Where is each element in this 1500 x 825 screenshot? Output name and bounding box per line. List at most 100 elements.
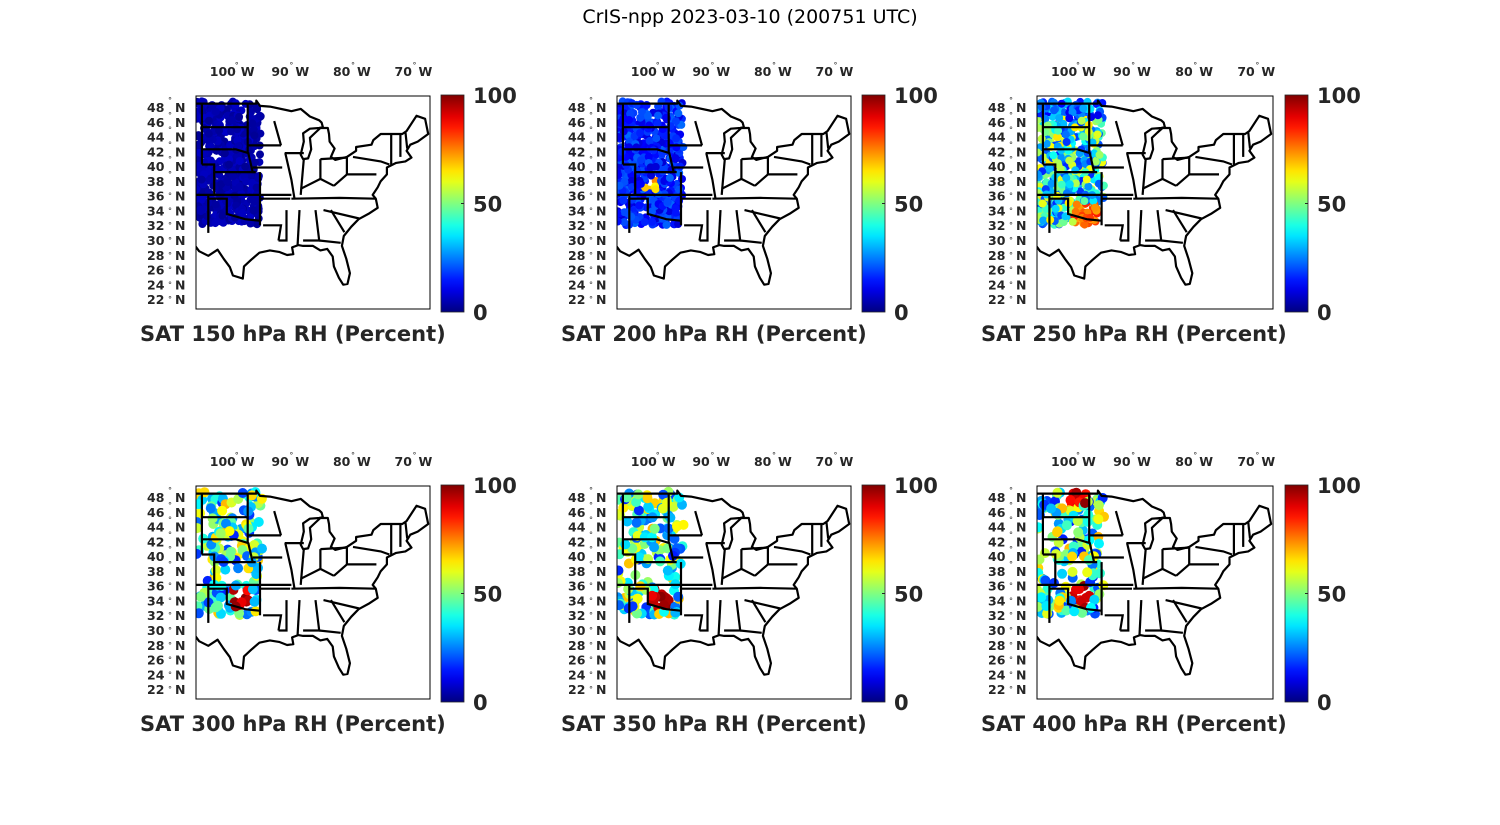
- lat-suffix: N: [596, 520, 606, 535]
- rh-data-point: [197, 175, 206, 184]
- rh-data-point: [1059, 119, 1068, 128]
- lat-suffix: N: [175, 638, 185, 653]
- colorbar-tick-label: 100: [473, 474, 517, 498]
- degree-symbol: °: [1009, 96, 1013, 105]
- rh-data-point: [250, 159, 259, 167]
- rh-data-point: [215, 592, 226, 603]
- state-line: [825, 131, 830, 149]
- rh-data-point: [1068, 108, 1077, 117]
- map-panel-400: 100° W 90 ° W 80 ° W 70 ° W48 ° N46 ° N44 ° N42 ° N40 ° N38 °…: [981, 451, 1361, 736]
- state-boundaries: [196, 99, 430, 286]
- state-line: [744, 209, 781, 220]
- degree-symbol: °: [1009, 596, 1013, 605]
- rh-data-point: [1080, 197, 1089, 205]
- rh-data-point: [644, 152, 653, 161]
- state-line: [1120, 210, 1130, 242]
- lat-tick-label: 46: [988, 115, 1006, 130]
- colorbar-tick-label: 100: [1317, 84, 1361, 108]
- colorbar-tick-label: 100: [1317, 474, 1361, 498]
- lat-suffix: N: [1016, 623, 1026, 638]
- rh-data-point: [643, 501, 654, 512]
- lat-suffix: N: [1016, 490, 1026, 505]
- rh-data-point: [636, 129, 645, 137]
- lat-tick-label: 40: [988, 549, 1006, 564]
- degree-symbol: °: [1009, 516, 1013, 525]
- degree-symbol: °: [168, 545, 172, 554]
- rh-data-point: [1091, 203, 1099, 212]
- state-line: [744, 599, 781, 610]
- rh-data-point: [662, 565, 673, 576]
- rh-data-point: [649, 542, 660, 553]
- rh-data-point: [1045, 164, 1054, 173]
- lat-suffix: N: [175, 277, 185, 292]
- colorbar: [861, 94, 886, 313]
- rh-data-point: [215, 126, 224, 135]
- state-line: [284, 152, 296, 199]
- state-line: [278, 210, 288, 242]
- degree-symbol: °: [168, 670, 172, 679]
- rh-data-point: [620, 539, 631, 550]
- lat-suffix: N: [1016, 159, 1026, 174]
- rh-data-point: [651, 162, 660, 171]
- lon-tick-label: 80: [1175, 454, 1193, 469]
- rh-data-point: [208, 159, 217, 168]
- state-line: [208, 587, 261, 612]
- degree-symbol: °: [235, 451, 239, 460]
- degree-symbol: °: [168, 656, 172, 665]
- rh-data-point: [631, 517, 642, 528]
- lat-tick-label: 36: [568, 579, 586, 594]
- lat-suffix: N: [1016, 667, 1026, 682]
- degree-symbol: °: [589, 530, 593, 539]
- degree-symbol: °: [589, 611, 593, 620]
- state-line: [1142, 567, 1177, 580]
- degree-symbol: °: [589, 155, 593, 164]
- lat-tick-label: 32: [988, 218, 1005, 233]
- state-line: [273, 120, 283, 146]
- lat-suffix: N: [1016, 144, 1026, 159]
- map-panel-250: 100° W 90 ° W 80 ° W 70 ° W48 ° N46 ° N44 ° N42 ° N40 ° N38 °…: [981, 61, 1361, 346]
- state-boundaries: [1037, 99, 1273, 286]
- panel-title: SAT 250 hPa RH (Percent): [981, 322, 1287, 346]
- state-line: [724, 209, 742, 242]
- lat-suffix: N: [175, 159, 185, 174]
- rh-data-points: [617, 486, 689, 620]
- degree-symbol: °: [1009, 486, 1013, 495]
- state-line: [323, 599, 360, 610]
- degree-symbol: °: [589, 192, 593, 201]
- rh-data-point: [196, 591, 206, 602]
- lat-suffix: N: [596, 623, 606, 638]
- state-line: [333, 563, 348, 577]
- rh-data-points: [617, 97, 688, 229]
- state-line: [1162, 156, 1190, 161]
- state-line: [622, 538, 675, 563]
- rh-data-point: [212, 146, 221, 155]
- degree-symbol: °: [589, 126, 593, 135]
- rh-data-point: [248, 119, 257, 128]
- lon-tick-label: 80: [333, 454, 351, 469]
- degree-symbol: °: [710, 451, 714, 460]
- map-frame: [1036, 95, 1274, 310]
- rh-data-point: [249, 125, 258, 134]
- rh-data-point: [1037, 522, 1044, 533]
- colorbar: [440, 94, 465, 313]
- degree-symbol: °: [1131, 61, 1135, 70]
- lon-suffix: W: [419, 454, 433, 469]
- rh-data-point: [233, 563, 244, 574]
- lat-tick-label: 42: [147, 534, 164, 549]
- colorbar-tick-label: 0: [473, 691, 488, 715]
- lat-suffix: N: [1016, 564, 1026, 579]
- rh-data-point: [1079, 104, 1088, 113]
- lat-tick-label: 36: [568, 189, 586, 204]
- rh-data-point: [1043, 121, 1052, 130]
- rh-data-point: [663, 197, 672, 206]
- rh-data-points: [196, 487, 267, 620]
- lat-suffix: N: [1016, 174, 1026, 189]
- lat-tick-label: 46: [147, 505, 165, 520]
- rh-data-point: [1080, 220, 1089, 229]
- rh-data-point: [225, 546, 236, 557]
- lat-tick-label: 24: [988, 277, 1006, 292]
- rh-data-point: [196, 523, 203, 534]
- rh-data-point: [1089, 594, 1100, 605]
- rh-data-point: [1046, 503, 1057, 514]
- rh-data-point: [1037, 123, 1042, 132]
